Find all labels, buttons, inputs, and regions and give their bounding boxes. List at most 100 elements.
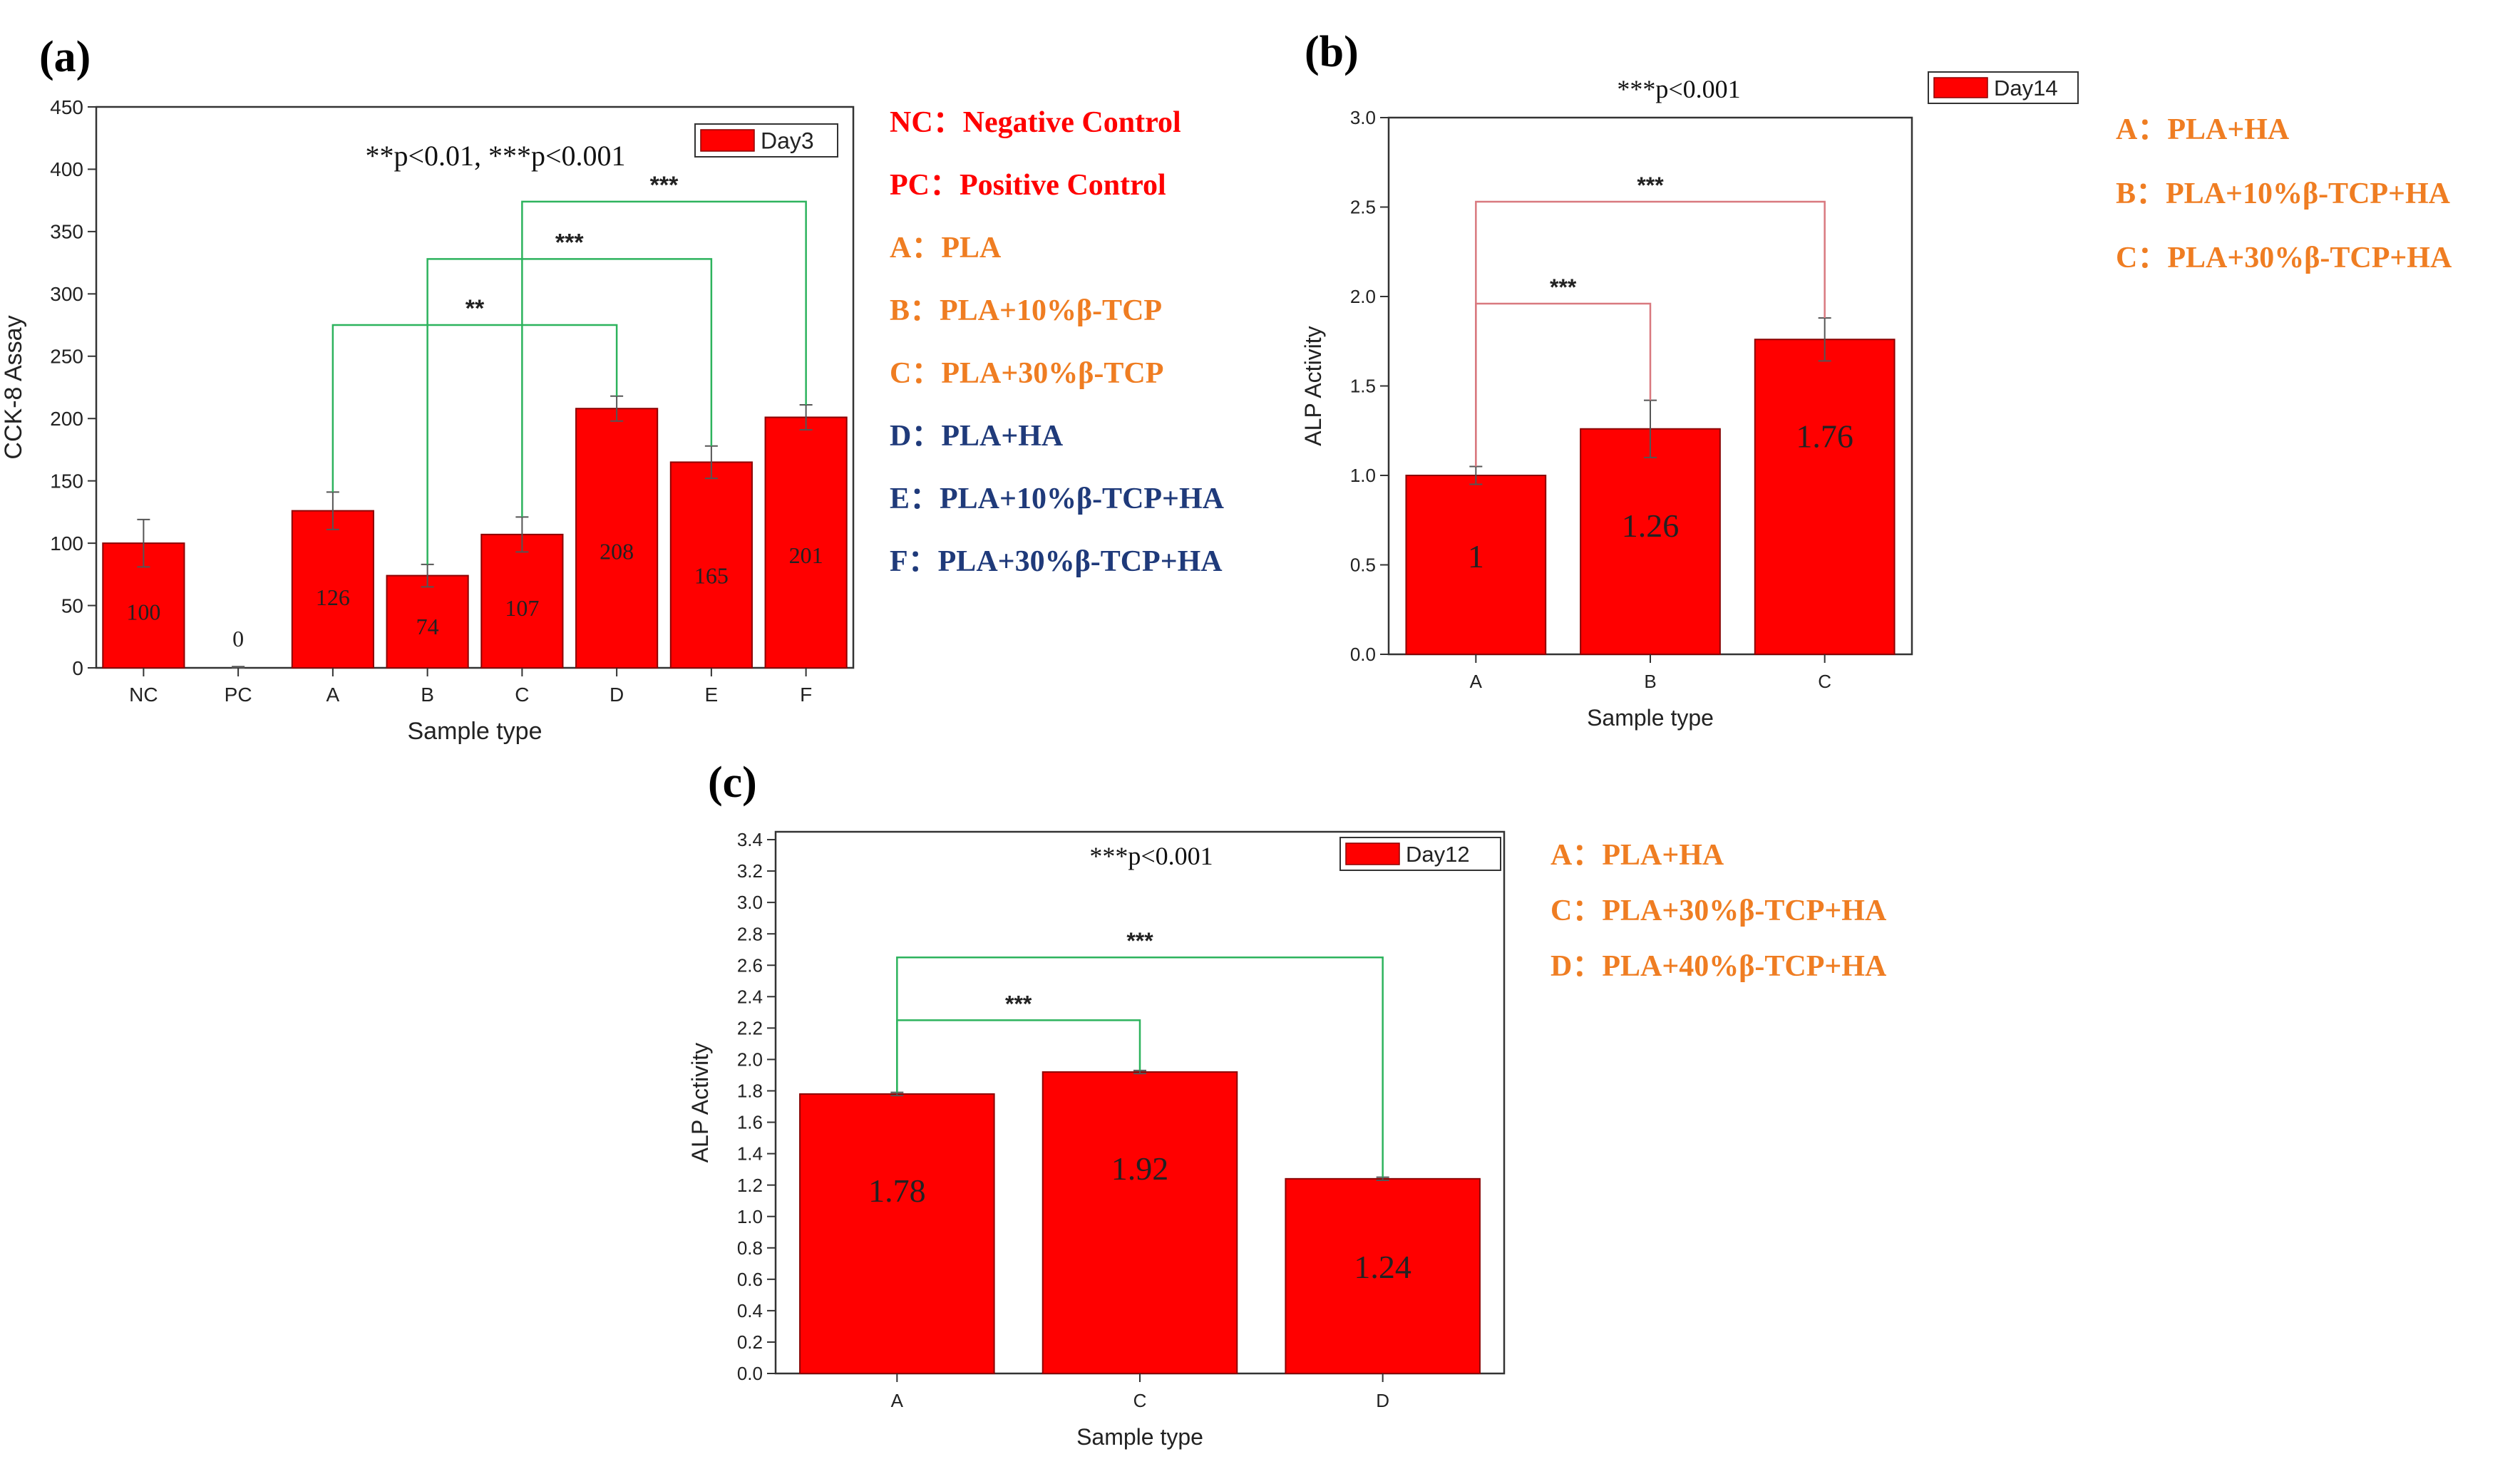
data-label: 126 (316, 584, 350, 610)
y-tick-label: 1.0 (737, 1206, 763, 1227)
legend-swatch (1345, 842, 1400, 865)
x-tick-label: D (1376, 1390, 1389, 1411)
sample-key-entry: D：PLA+HA (890, 420, 1064, 453)
sample-key-entry: F：PLA+30%β-TCP+HA (890, 545, 1223, 578)
x-tick-label: C (515, 684, 529, 706)
data-label: 208 (600, 539, 634, 565)
sample-key-entry: A：PLA+HA (2116, 113, 2290, 146)
sample-key-entry: C：PLA+30%β-TCP+HA (2116, 242, 2452, 274)
y-tick-label: 50 (61, 594, 83, 617)
y-tick-label: 2.4 (737, 986, 763, 1007)
significance-stars: *** (650, 172, 679, 199)
significance-stars: *** (1005, 991, 1032, 1016)
significance-note: ***p<0.001 (1617, 75, 1740, 103)
y-tick-label: 3.2 (737, 860, 763, 882)
sample-key-entry: A：PLA (890, 232, 1002, 264)
bar-B (386, 574, 469, 669)
data-label: 100 (126, 599, 160, 625)
y-tick-label: 3.0 (1350, 107, 1376, 128)
significance-bracket (1475, 200, 1826, 467)
legend-label: Day14 (1994, 76, 2058, 100)
chart-panel-a: (a) 0 50 100 150 200 250 300 350 400 450 CCK-8 Assa… (0, 33, 1225, 745)
y-tick-label: 0 (72, 657, 83, 679)
bar-A (799, 1093, 995, 1374)
y-tick-label: 250 (50, 346, 83, 368)
x-tick-label: B (421, 684, 434, 706)
sample-key-entry: C：PLA+30%β-TCP+HA (1550, 895, 1887, 927)
y-tick-label: 400 (50, 158, 83, 180)
x-tick-label: C (1818, 671, 1831, 692)
y-tick-label: 1.0 (1350, 465, 1376, 486)
y-tick-label: 350 (50, 221, 83, 243)
sample-key-entry: A：PLA+HA (1550, 839, 1724, 872)
legend-label: Day12 (1406, 842, 1470, 867)
y-axis-label: ALP Activity (687, 1043, 713, 1163)
sample-key-entry: D：PLA+40%β-TCP+HA (1550, 950, 1887, 983)
bar-D (1285, 1177, 1481, 1374)
plot-frame (95, 105, 855, 669)
y-tick-label: 3.0 (737, 892, 763, 913)
significance-bracket (521, 200, 807, 517)
legend-swatch (1933, 77, 1988, 98)
panel-label: (c) (708, 758, 757, 807)
y-tick-label: 1.6 (737, 1112, 763, 1133)
x-tick-label: PC (225, 684, 252, 706)
panel-label: (a) (39, 33, 91, 81)
legend-label: Day3 (761, 128, 814, 154)
y-tick-label: 200 (50, 408, 83, 430)
bar-D (575, 408, 659, 669)
significance-bracket (426, 258, 713, 565)
x-tick-label: C (1133, 1390, 1147, 1411)
sample-key-entry: B：PLA+10%β-TCP (890, 294, 1162, 327)
significance-stars: *** (1637, 172, 1664, 198)
panel-label: (b) (1305, 28, 1359, 76)
y-tick-label: 2.5 (1350, 197, 1376, 218)
bar-A (1405, 475, 1547, 655)
significance-stars: *** (1126, 928, 1153, 954)
x-axis-label: Sample type (408, 718, 542, 745)
y-tick-label: 0.5 (1350, 555, 1376, 576)
y-tick-label: 100 (50, 532, 83, 555)
x-tick-label: E (705, 684, 719, 706)
y-tick-label: 0.8 (737, 1237, 763, 1259)
data-label: 1.26 (1622, 507, 1680, 544)
data-label: 1.92 (1111, 1150, 1169, 1187)
y-tick-label: 450 (50, 96, 83, 118)
x-tick-label: B (1644, 671, 1656, 692)
significance-stars: ** (466, 295, 485, 322)
sample-key-entry: NC：Negative Control (890, 106, 1181, 139)
y-tick-label: 1.5 (1350, 376, 1376, 397)
data-label: 1.24 (1354, 1249, 1411, 1285)
chart-panel-b: (b) 0.0 0.5 1.0 1.5 2.0 2.5 3.0 ALP Activity Samp… (1300, 28, 2452, 731)
y-tick-label: 2.8 (737, 923, 763, 944)
bar-C (480, 533, 564, 669)
data-label: 0 (232, 626, 244, 651)
chart-panel-c: (c) 0.0 0.2 0.4 0.6 0.8 1.0 1.2 1.4 1.6 1.8 2.0 2.2 2… (687, 758, 1887, 1450)
significance-stars: *** (1550, 274, 1577, 300)
x-tick-label: A (891, 1390, 904, 1411)
sample-key-entry: B：PLA+10%β-TCP+HA (2116, 177, 2451, 210)
y-tick-label: 2.0 (737, 1049, 763, 1071)
sample-key-entry: E：PLA+10%β-TCP+HA (890, 483, 1225, 515)
y-tick-label: 300 (50, 283, 83, 305)
y-tick-label: 0.6 (737, 1269, 763, 1290)
y-axis-label: ALP Activity (1300, 326, 1326, 445)
bar-B (1580, 428, 1721, 655)
significance-bracket (896, 956, 1384, 1177)
y-tick-label: 3.4 (737, 829, 763, 850)
x-tick-label: A (326, 684, 340, 706)
y-tick-label: 0.2 (737, 1331, 763, 1353)
data-label: 1 (1468, 538, 1484, 574)
y-tick-label: 0.4 (737, 1300, 763, 1321)
y-tick-label: 1.2 (737, 1175, 763, 1196)
data-label: 1.78 (868, 1172, 926, 1209)
x-axis-label: Sample type (1076, 1424, 1203, 1450)
bar-F (764, 416, 848, 669)
x-tick-label: A (1470, 671, 1483, 692)
y-tick-label: 150 (50, 470, 83, 492)
bar-A (291, 510, 374, 669)
legend-swatch (700, 129, 755, 152)
data-label: 74 (416, 614, 439, 639)
x-axis-label: Sample type (1587, 705, 1714, 731)
